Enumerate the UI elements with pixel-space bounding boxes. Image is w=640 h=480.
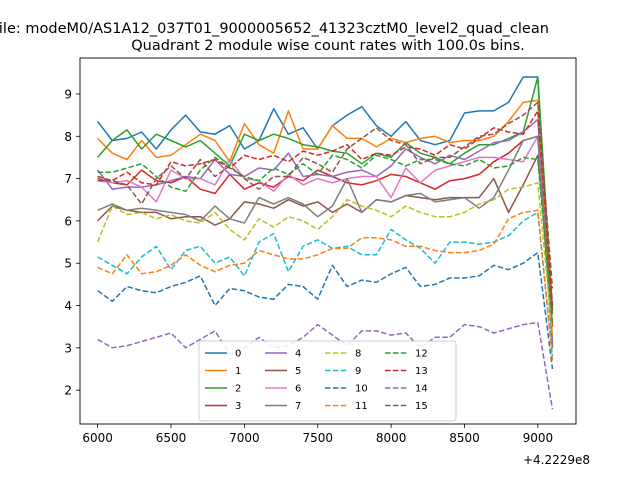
y-tick-label: 4 <box>64 299 72 313</box>
series-line-14 <box>97 321 554 410</box>
series-line-15 <box>97 101 554 289</box>
series-line-4 <box>97 118 554 344</box>
series-line-6 <box>97 135 554 344</box>
x-tick-label: 7000 <box>229 431 260 445</box>
legend-label-10: 10 <box>355 384 368 395</box>
chart-title: Quadrant 2 module wise count rates with … <box>131 38 525 54</box>
x-tick-label: 6000 <box>82 431 113 445</box>
legend-label-3: 3 <box>235 401 241 412</box>
legend-label-5: 5 <box>295 366 301 377</box>
series-line-2 <box>97 76 554 310</box>
series-line-12 <box>97 154 554 323</box>
series-line-1 <box>97 99 554 340</box>
legend-label-2: 2 <box>235 384 241 395</box>
series-line-9 <box>97 211 554 357</box>
series-line-3 <box>97 135 554 327</box>
legend-label-12: 12 <box>415 349 428 360</box>
legend-label-6: 6 <box>295 384 301 395</box>
legend-label-14: 14 <box>415 384 428 395</box>
y-tick-label: 7 <box>64 172 72 186</box>
y-tick-label: 5 <box>64 257 72 271</box>
series-line-13 <box>97 110 554 306</box>
x-tick-label: 6500 <box>156 431 187 445</box>
legend-label-4: 4 <box>295 349 301 360</box>
series-line-11 <box>97 209 554 361</box>
plot-frame <box>79 57 577 425</box>
y-axis: 2 3 4 5 6 7 8 9 <box>64 87 80 398</box>
series-line-5 <box>97 154 554 315</box>
legend-label-13: 13 <box>415 366 428 377</box>
legend-label-15: 15 <box>415 401 428 412</box>
series-line-10 <box>97 251 554 370</box>
x-tick-label: 7500 <box>302 431 333 445</box>
y-tick-label: 2 <box>64 384 72 398</box>
legend-label-8: 8 <box>355 349 361 360</box>
x-axis-offset-label: +4.2229e8 <box>523 453 590 467</box>
legend-label-11: 11 <box>355 401 368 412</box>
series-line-8 <box>96 182 554 336</box>
series-line-7 <box>97 135 554 348</box>
x-tick-label: 8000 <box>376 431 407 445</box>
x-tick-label: 8500 <box>449 431 480 445</box>
y-tick-label: 6 <box>64 214 72 228</box>
legend-label-9: 9 <box>355 366 361 377</box>
y-tick-label: 3 <box>64 341 72 355</box>
x-axis: 6000 6500 7000 7500 8000 8500 9000 <box>82 424 553 445</box>
chart-suptitle: n file: modeM0/AS1A12_037T01_9000005652_… <box>0 21 549 37</box>
plot-lines <box>96 76 554 410</box>
y-tick-label: 8 <box>64 130 72 144</box>
x-tick-label: 9000 <box>523 431 554 445</box>
legend-label-1: 1 <box>235 366 241 377</box>
y-tick-label: 9 <box>64 87 72 101</box>
legend-label-0: 0 <box>235 349 241 360</box>
legend-label-7: 7 <box>295 401 301 412</box>
legend-box <box>198 340 457 422</box>
